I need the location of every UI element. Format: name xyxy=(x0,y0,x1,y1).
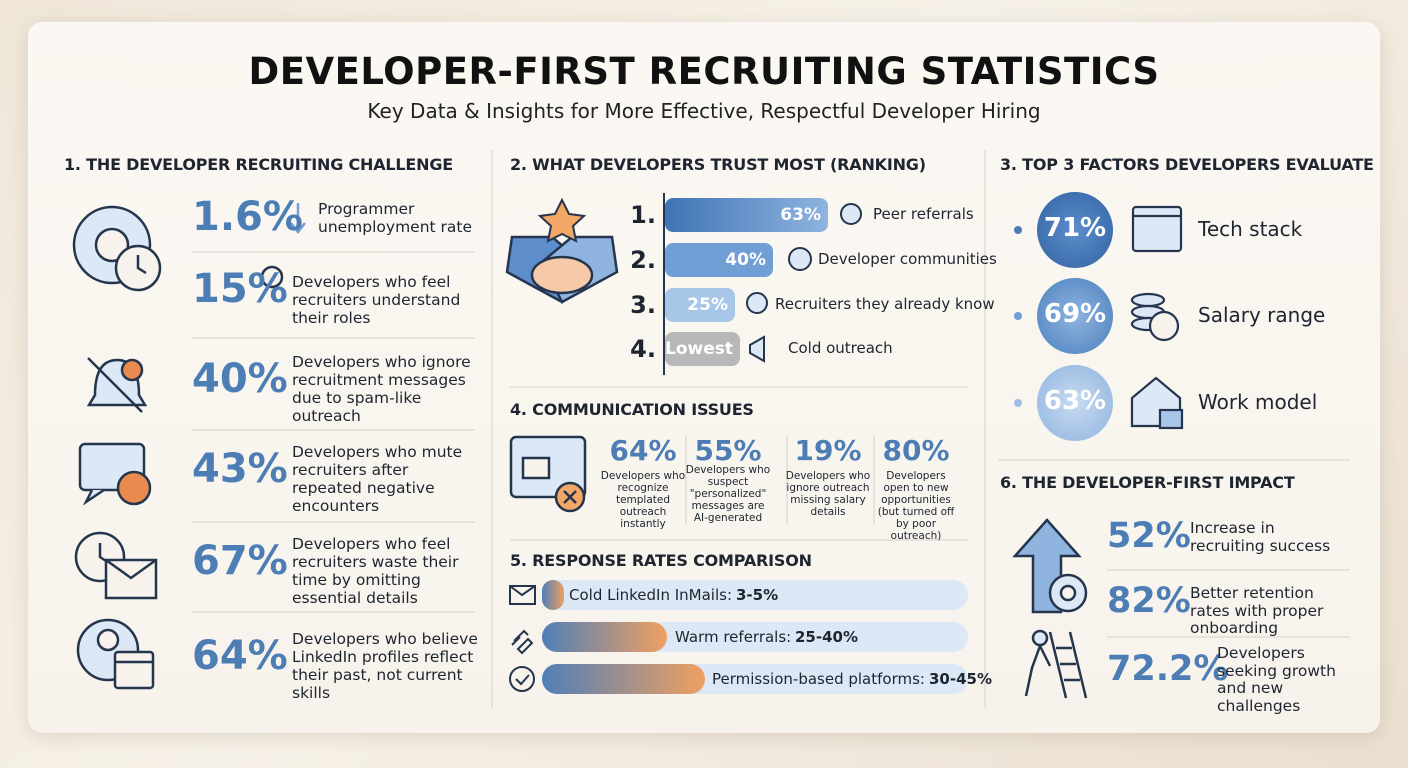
stat: 71% xyxy=(1043,213,1107,243)
rank: 3. xyxy=(630,291,656,319)
stat-text: Developers who believe LinkedIn profiles… xyxy=(292,630,478,702)
rate-label: Warm referrals: xyxy=(675,628,792,646)
dividers xyxy=(192,150,1350,708)
rate-value: 25-40% xyxy=(795,628,859,646)
stat: 64% xyxy=(609,434,677,467)
rank: 4. xyxy=(630,335,656,363)
stat: 69% xyxy=(1043,299,1107,329)
stat: 19% xyxy=(794,434,862,467)
stat-text: Developers who recognize templated outre… xyxy=(600,470,686,530)
source-label: Cold outreach xyxy=(788,339,893,357)
source-label: Developer communities xyxy=(818,250,997,268)
title: DEVELOPER-FIRST RECRUITING STATISTICS xyxy=(248,50,1160,93)
stat-text: Developers who ignore recruitment messag… xyxy=(292,353,471,425)
bar-label: 25% xyxy=(687,295,728,315)
stat: 82% xyxy=(1107,581,1191,621)
stat-text: Increase in recruiting success xyxy=(1190,519,1331,555)
source-label: Peer referrals xyxy=(873,205,974,223)
stat: 55% xyxy=(694,434,762,467)
section-heading: 1. THE DEVELOPER RECRUITING CHALLENGE xyxy=(64,155,453,174)
stat-text: Developers who feel recruiters understan… xyxy=(292,273,461,327)
rate-label: Cold LinkedIn InMails: xyxy=(569,586,733,604)
stat: 63% xyxy=(1043,386,1107,416)
stat: 72.2% xyxy=(1107,649,1229,689)
section-heading: 3. TOP 3 FACTORS DEVELOPERS EVALUATE xyxy=(1000,155,1374,174)
bar-label: 63% xyxy=(780,205,821,225)
stat-text: Developers who mute recruiters after rep… xyxy=(292,443,463,515)
stat-text: Better retention rates with proper onboa… xyxy=(1190,584,1324,637)
rank: 1. xyxy=(630,201,656,229)
section-heading: 6. THE DEVELOPER-FIRST IMPACT xyxy=(1000,473,1295,492)
stat: 67% xyxy=(192,538,288,584)
section-heading: 5. RESPONSE RATES COMPARISON xyxy=(510,551,812,570)
bar-label: 40% xyxy=(725,250,766,270)
stat: 15% xyxy=(192,266,288,312)
factors-art xyxy=(1014,192,1184,441)
factor-label: Salary range xyxy=(1198,303,1326,327)
section-heading: 4. COMMUNICATION ISSUES xyxy=(510,400,754,419)
challenge-icons xyxy=(72,203,306,690)
factor-label: Work model xyxy=(1198,390,1318,414)
stat-text: Developers seeking growth and new challe… xyxy=(1217,644,1336,715)
bar-label: Lowest xyxy=(665,339,733,359)
stat: 40% xyxy=(192,356,288,402)
rate-value: 3-5% xyxy=(736,586,779,604)
stat-text: Programmer unemployment rate xyxy=(318,200,473,236)
stat: 64% xyxy=(192,633,288,679)
rate-label: Permission-based platforms: xyxy=(712,670,925,688)
source-label: Recruiters they already know xyxy=(775,295,995,313)
stat: 43% xyxy=(192,446,288,492)
section-heading: 2. WHAT DEVELOPERS TRUST MOST (RANKING) xyxy=(510,155,926,174)
subtitle: Key Data & Insights for More Effective, … xyxy=(367,99,1041,123)
trust-art xyxy=(505,193,862,375)
stat: 52% xyxy=(1107,516,1191,556)
stat-text: Developers who ignore outreach missing s… xyxy=(785,470,871,518)
response-art xyxy=(509,580,968,694)
stat-text: Developers who suspect "personalized" me… xyxy=(685,464,771,524)
impact-art xyxy=(1012,518,1088,699)
rate-value: 30-45% xyxy=(929,670,993,688)
rank: 2. xyxy=(630,246,656,274)
stat-text: Developers open to new opportunities (bu… xyxy=(877,470,955,542)
card xyxy=(28,22,1380,733)
factor-label: Tech stack xyxy=(1198,217,1303,241)
communication-icon xyxy=(509,435,587,513)
stat: 80% xyxy=(882,434,950,467)
stat-text: Developers who feel recruiters waste the… xyxy=(292,535,459,607)
stat: 1.6% xyxy=(192,194,303,240)
